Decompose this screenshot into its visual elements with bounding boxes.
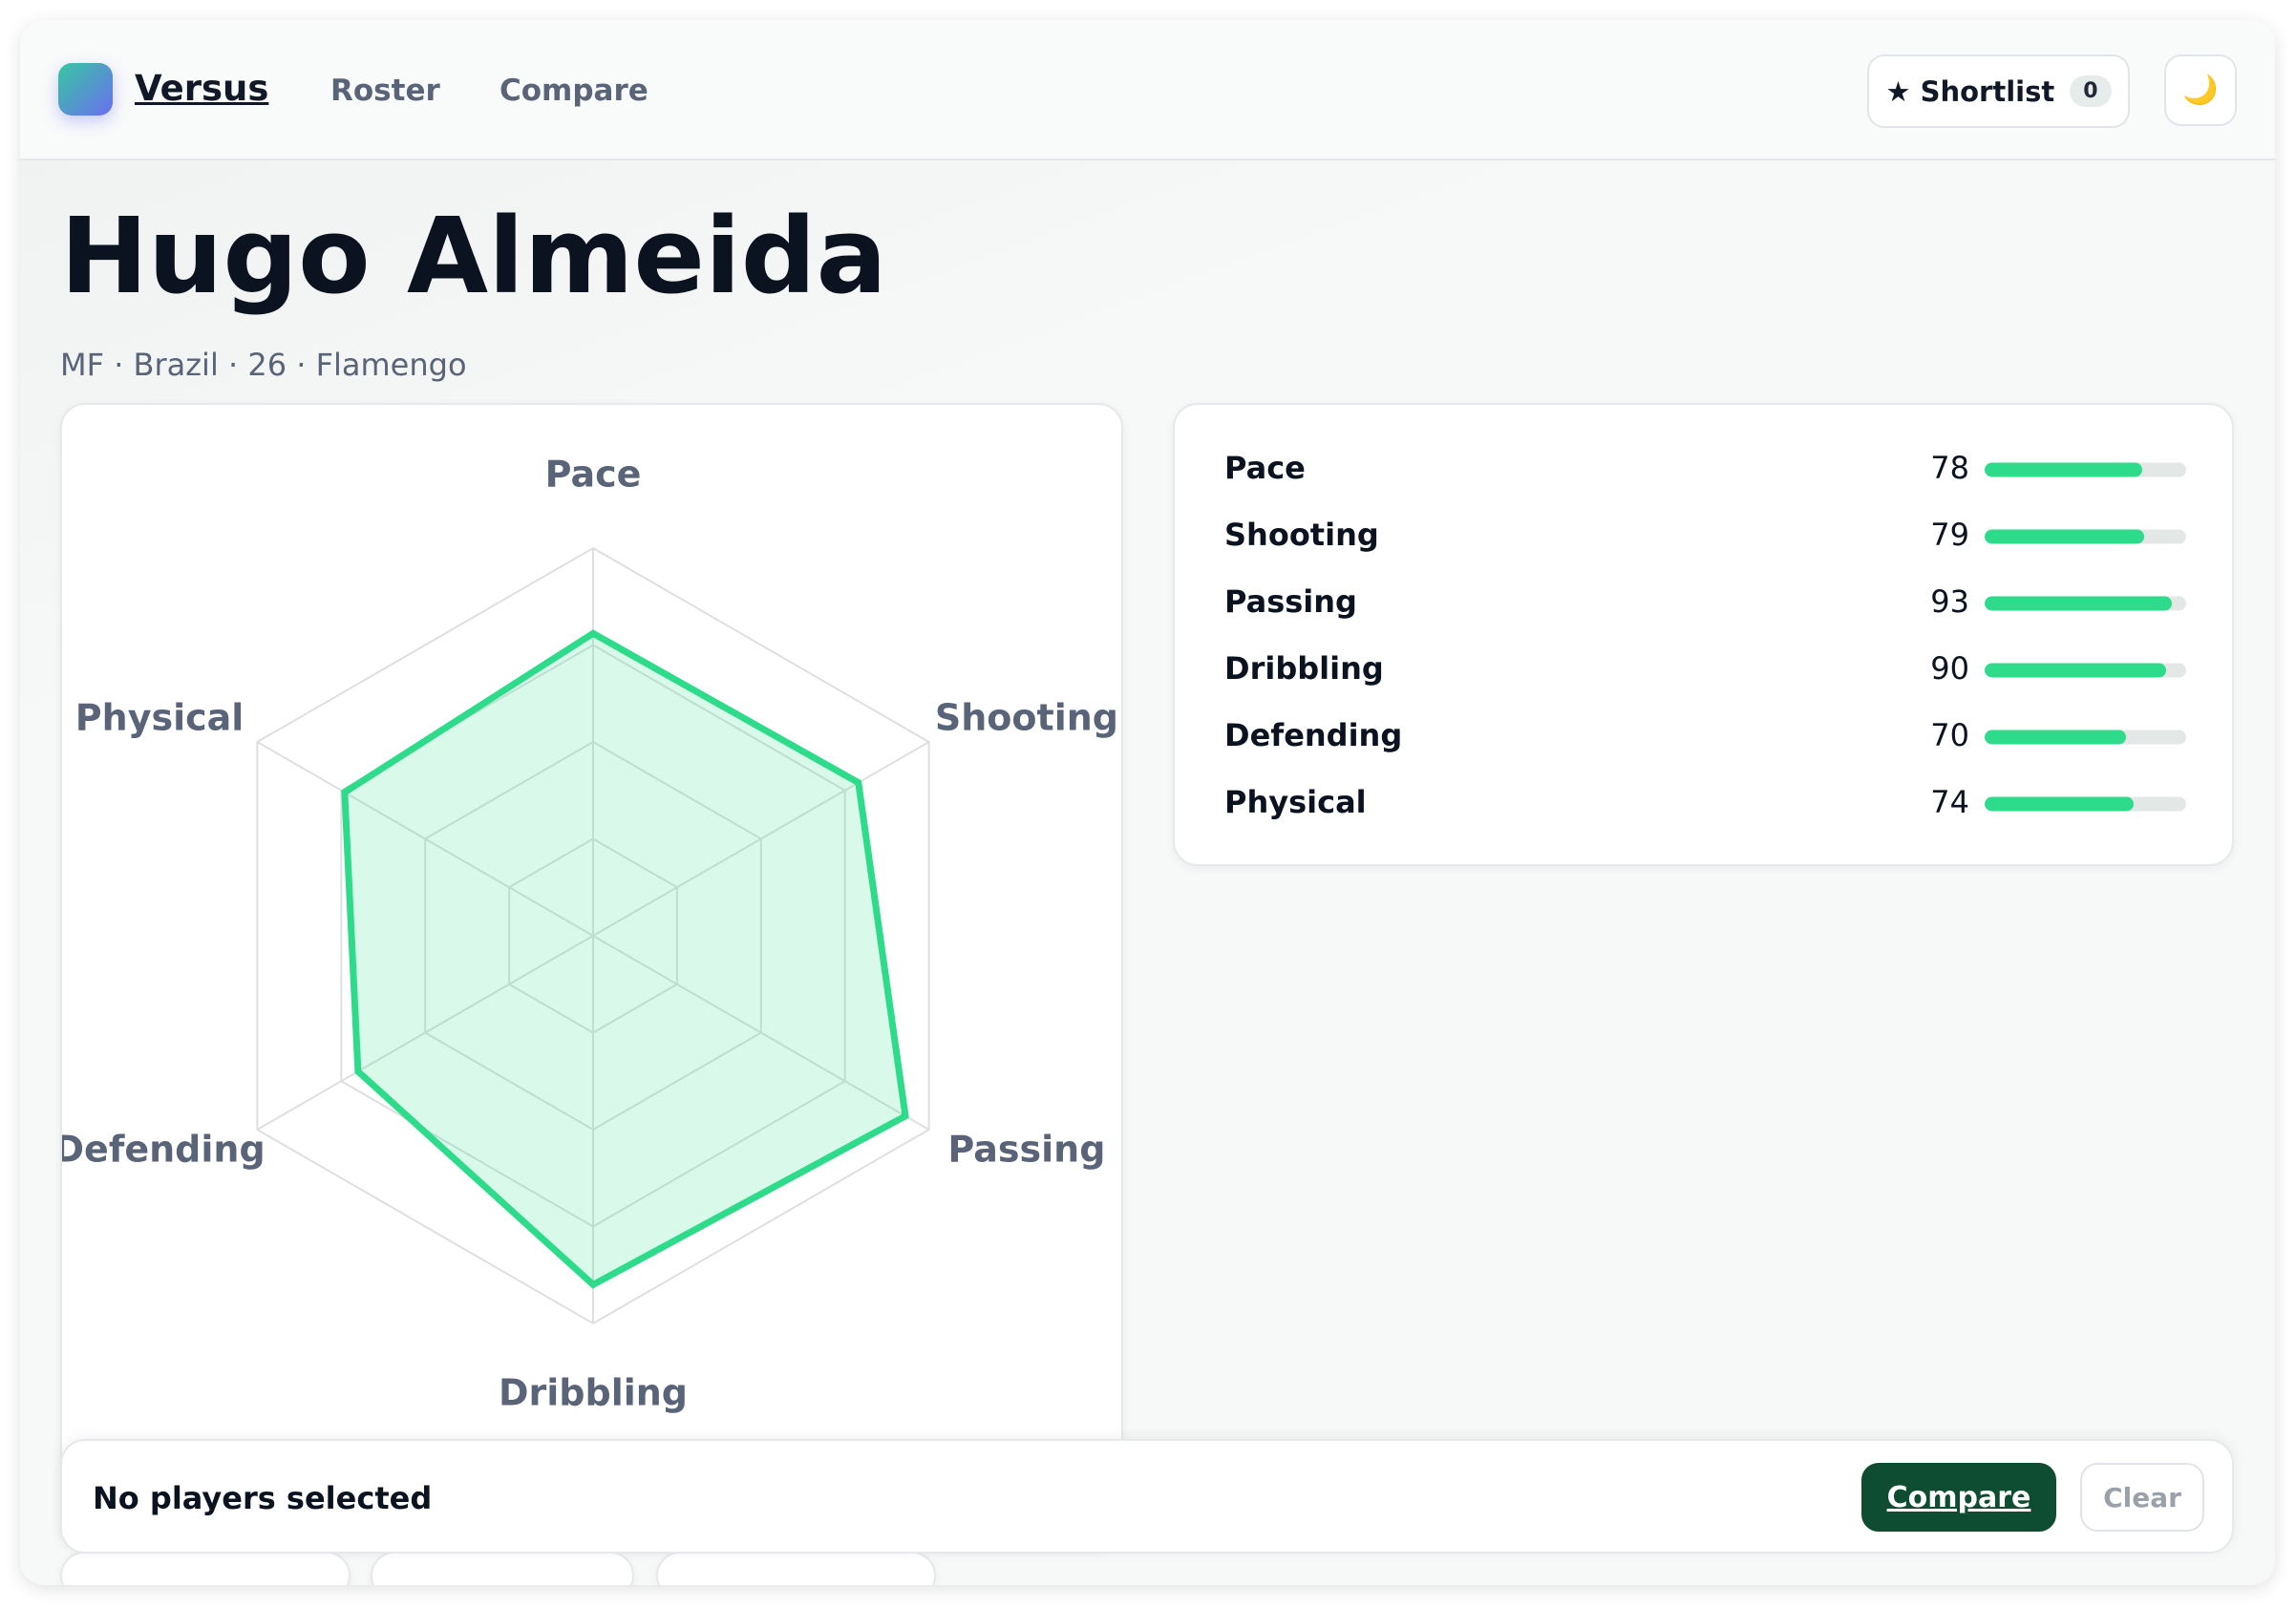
- axis-label: Defending: [62, 1129, 266, 1171]
- stat-bar: [1985, 462, 2142, 477]
- value-area: [341, 629, 909, 1289]
- stat-bar: [1985, 730, 2126, 745]
- spoke: [592, 741, 930, 937]
- spoke: [256, 741, 594, 937]
- compare-bar: No players selected Compare Clear: [60, 1439, 2234, 1554]
- stat-value: 74: [1930, 784, 1969, 820]
- stat-name: Defending: [1224, 717, 1403, 753]
- player-card[interactable]: [656, 1552, 936, 1585]
- compare-label: Compare: [1886, 1480, 2031, 1514]
- theme-toggle[interactable]: 🌙: [2164, 54, 2237, 126]
- stat-value: 78: [1930, 450, 1969, 486]
- stat-name: Physical: [1224, 784, 1367, 820]
- stat-track: [1985, 529, 2186, 544]
- radar-card: Pace Shooting Passing Dribbling Defending Phy…: [53, 403, 1123, 1549]
- nav-link[interactable]: Roster: [330, 74, 440, 108]
- axis-label: Dribbling: [499, 1372, 688, 1414]
- stat-name: Passing: [1224, 583, 1357, 620]
- radar-chart: Pace Shooting Passing Dribbling Defending Phy…: [53, 454, 1118, 1414]
- player-card[interactable]: [60, 1552, 351, 1585]
- clear-button[interactable]: Clear: [2080, 1463, 2204, 1532]
- brand-link[interactable]: Versus: [135, 68, 269, 109]
- player-card[interactable]: [371, 1552, 634, 1585]
- top-nav: Versus Roster Compare ★ Shortlist 0 🌙: [20, 20, 2275, 160]
- axis-label: Physical: [75, 696, 244, 738]
- stat-track: [1985, 730, 2186, 745]
- stat-bar: [1985, 663, 2166, 678]
- axis-label: Passing: [947, 1129, 1105, 1171]
- axis-label: Shooting: [935, 696, 1118, 738]
- spoke: [592, 935, 930, 1131]
- app-frame: Versus Roster Compare ★ Shortlist 0 🌙 Hu…: [20, 20, 2275, 1585]
- logo[interactable]: [58, 63, 113, 116]
- axis-label: Pace: [545, 454, 642, 496]
- player-meta: MF · Brazil · 26 · Flamengo: [60, 347, 467, 383]
- selection-status: No players selected: [93, 1480, 433, 1516]
- stat-value: 93: [1930, 583, 1969, 620]
- stat-value: 90: [1930, 650, 1969, 687]
- player-name: Hugo Almeida: [60, 195, 887, 317]
- stat-bar: [1985, 529, 2144, 544]
- stats-card: Pace 78 Shooting 79 Passing 93 Dribbling 90 Defe…: [1173, 403, 2234, 866]
- stat-value: 79: [1930, 517, 1969, 553]
- nav-link[interactable]: Compare: [500, 74, 648, 108]
- stat-name: Shooting: [1224, 517, 1379, 553]
- stat-name: Dribbling: [1224, 650, 1384, 687]
- stat-track: [1985, 796, 2186, 812]
- stat-track: [1985, 663, 2186, 678]
- stat-value: 70: [1930, 717, 1969, 753]
- stat-bar: [1985, 596, 2173, 611]
- theme-icon: 🌙: [2182, 74, 2219, 107]
- clear-label: Clear: [2103, 1481, 2181, 1513]
- shortlist-label: ★ Shortlist: [1885, 74, 2055, 108]
- stat-bar: [1985, 796, 2135, 812]
- shortlist-count: 0: [2070, 75, 2112, 107]
- stat-track: [1985, 596, 2186, 611]
- compare-button[interactable]: Compare: [1861, 1463, 2056, 1532]
- spoke: [256, 935, 594, 1131]
- shortlist-button[interactable]: ★ Shortlist 0: [1867, 54, 2130, 128]
- stat-track: [1985, 462, 2186, 477]
- stat-name: Pace: [1224, 450, 1306, 486]
